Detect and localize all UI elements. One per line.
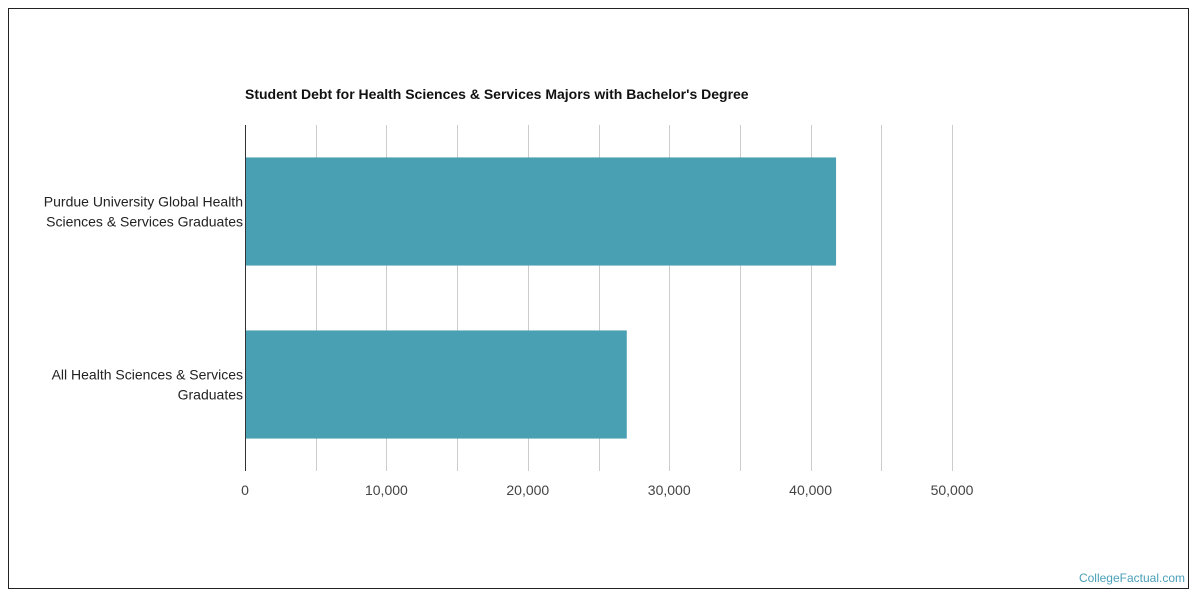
x-tick-label: 10,000 xyxy=(365,482,408,498)
category-label: All Health Sciences & Services Graduates xyxy=(52,367,243,403)
bars xyxy=(245,157,837,439)
x-tick-label: 0 xyxy=(241,482,249,498)
x-tick-label: 50,000 xyxy=(931,482,974,498)
watermark[interactable]: CollegeFactual.com xyxy=(1078,571,1185,585)
bar[interactable] xyxy=(245,330,627,439)
x-tick-label: 30,000 xyxy=(648,482,691,498)
chart-frame xyxy=(8,8,1189,589)
chart-title: Student Debt for Health Sciences & Servi… xyxy=(245,86,749,102)
category-label: Purdue University Global Health Sciences … xyxy=(44,194,243,230)
x-tick-label: 20,000 xyxy=(506,482,549,498)
bar[interactable] xyxy=(245,157,837,266)
category-labels: Purdue University Global Health Sciences … xyxy=(44,194,243,403)
x-axis-ticks: 0 10,000 20,000 30,000 40,000 50,000 xyxy=(241,482,974,498)
x-tick-label: 40,000 xyxy=(789,482,832,498)
